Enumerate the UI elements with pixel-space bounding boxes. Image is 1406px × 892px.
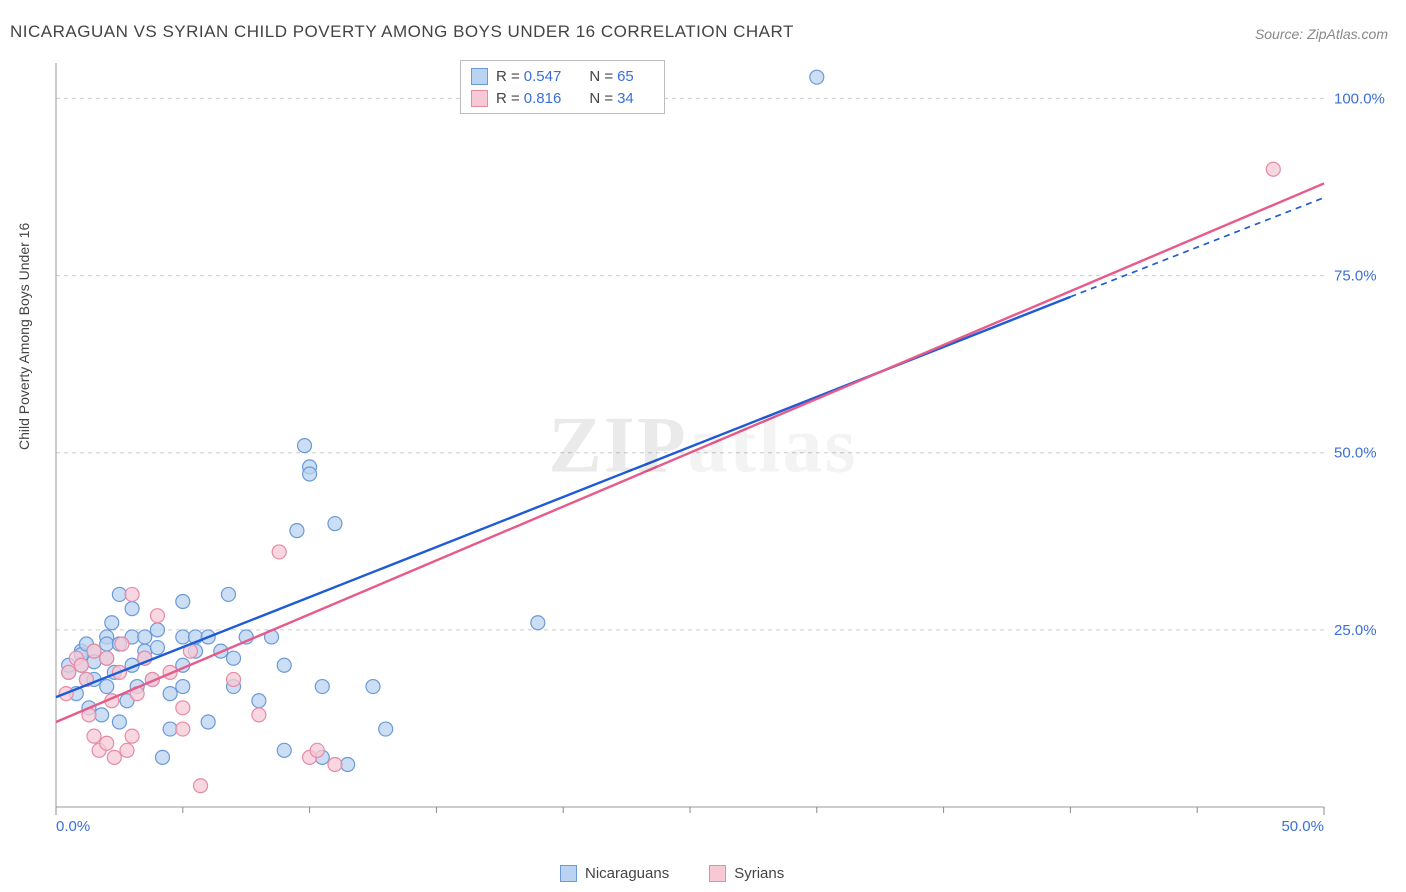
- legend-swatch: [471, 68, 488, 85]
- svg-text:50.0%: 50.0%: [1281, 818, 1324, 835]
- svg-text:75.0%: 75.0%: [1334, 268, 1377, 285]
- svg-text:100.0%: 100.0%: [1334, 90, 1385, 107]
- stats-legend-row: R =0.816 N =34: [471, 87, 654, 109]
- series-legend-label: Nicaraguans: [585, 865, 669, 882]
- y-axis-label: Child Poverty Among Boys Under 16: [16, 223, 32, 450]
- svg-text:0.0%: 0.0%: [56, 818, 90, 835]
- legend-n: N =34: [589, 90, 653, 107]
- series-legend: Nicaraguans Syrians: [560, 865, 784, 882]
- chart-title: NICARAGUAN VS SYRIAN CHILD POVERTY AMONG…: [10, 22, 794, 42]
- legend-swatch: [709, 865, 726, 882]
- correlation-scatter-chart: 25.0% 50.0% 75.0% 100.0% 0.0% 50.0%: [52, 55, 1392, 845]
- svg-text:25.0%: 25.0%: [1334, 622, 1377, 639]
- series-legend-item: Syrians: [709, 865, 784, 882]
- stats-legend: R =0.547 N =65 R =0.816 N =34: [460, 60, 665, 114]
- legend-n: N =65: [589, 68, 653, 85]
- series-legend-label: Syrians: [734, 865, 784, 882]
- svg-text:50.0%: 50.0%: [1334, 445, 1377, 462]
- legend-r: R =0.547: [496, 68, 581, 85]
- source-attribution: Source: ZipAtlas.com: [1255, 26, 1388, 42]
- legend-r: R =0.816: [496, 90, 581, 107]
- series-legend-item: Nicaraguans: [560, 865, 669, 882]
- legend-swatch: [471, 90, 488, 107]
- legend-swatch: [560, 865, 577, 882]
- stats-legend-row: R =0.547 N =65: [471, 65, 654, 87]
